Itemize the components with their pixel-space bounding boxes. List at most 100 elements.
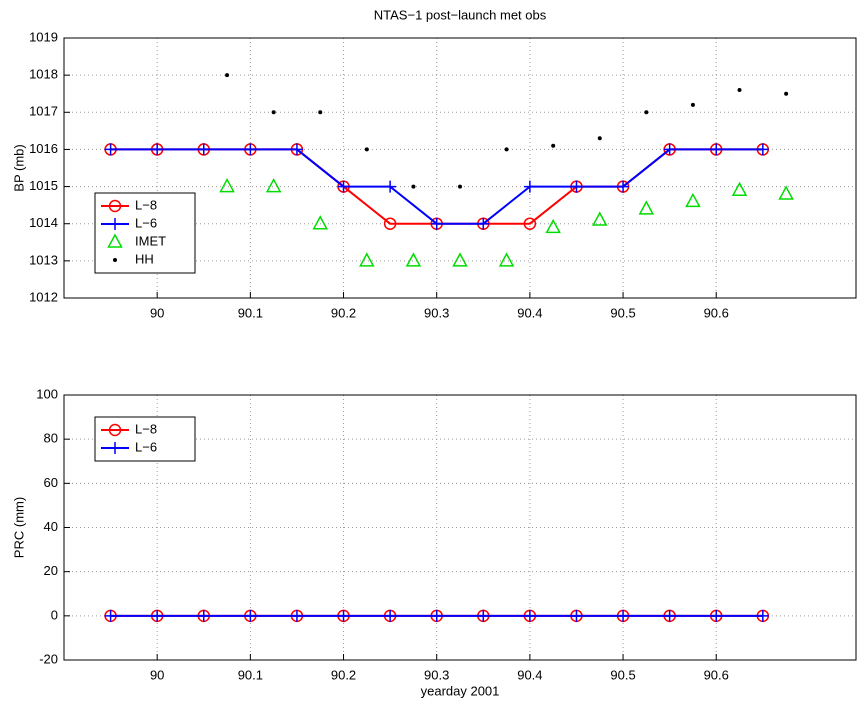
y-tick-label: 100 <box>36 386 58 401</box>
y-tick-label: 0 <box>51 607 58 622</box>
marker <box>731 181 748 197</box>
marker <box>570 180 583 193</box>
chart-title: NTAS−1 post−launch met obs <box>374 7 547 22</box>
y-tick-label: 40 <box>44 519 58 534</box>
marker <box>452 252 468 267</box>
legend-marker <box>109 218 121 230</box>
marker <box>197 143 210 156</box>
x-tick-label: 90.2 <box>331 667 356 682</box>
y-tick-label: -20 <box>39 651 58 666</box>
marker <box>523 609 536 622</box>
y-tick-label: 1014 <box>29 215 58 230</box>
marker <box>617 609 630 622</box>
legend-marker <box>107 233 123 248</box>
marker <box>271 110 276 115</box>
marker <box>104 143 117 156</box>
marker <box>597 136 602 141</box>
legend-marker <box>108 423 122 437</box>
y-tick-label: 1013 <box>29 252 58 267</box>
legend-label: L−8 <box>135 197 157 212</box>
marker <box>551 143 556 148</box>
x-tick-label: 90.3 <box>424 305 449 320</box>
legend-label: L−6 <box>135 439 157 454</box>
marker <box>151 609 164 622</box>
marker <box>151 143 164 156</box>
x-tick-label: 90.4 <box>517 667 542 682</box>
x-tick-label: 90.1 <box>238 305 263 320</box>
marker <box>592 211 608 226</box>
marker <box>197 609 210 622</box>
marker <box>104 609 117 622</box>
legend-label: HH <box>135 251 154 266</box>
marker <box>737 88 742 92</box>
marker <box>430 217 443 230</box>
marker <box>290 609 303 622</box>
marker <box>337 180 350 193</box>
marker <box>570 609 583 622</box>
y-tick-label: 1018 <box>29 67 58 82</box>
legend-marker <box>113 258 117 262</box>
legend-label: IMET <box>135 233 166 248</box>
y-tick-label: 1019 <box>29 29 58 44</box>
marker <box>617 180 630 193</box>
marker <box>778 185 794 200</box>
x-axis-label: yearday 2001 <box>421 683 500 698</box>
y-tick-label: 20 <box>44 563 58 578</box>
x-tick-label: 90.4 <box>517 305 542 320</box>
marker <box>244 143 257 156</box>
marker <box>710 143 723 156</box>
axes-box <box>63 37 857 299</box>
marker <box>690 102 695 107</box>
legend: L−8L−6 <box>94 416 196 462</box>
legend-box <box>94 416 196 462</box>
marker <box>219 177 235 193</box>
y-tick-label: 1016 <box>29 141 58 156</box>
x-tick-label: 90.5 <box>610 667 635 682</box>
legend: L−8 L−6 IMET HH <box>94 192 196 274</box>
x-tick-label: 90.2 <box>331 305 356 320</box>
marker <box>498 252 515 267</box>
marker <box>663 143 676 156</box>
marker <box>523 180 536 193</box>
marker <box>663 609 676 622</box>
legend-label: L−6 <box>135 215 157 230</box>
legend-marker <box>108 199 122 213</box>
y-axis-label: PRC (mm) <box>11 497 26 558</box>
marker <box>504 147 509 152</box>
marker <box>710 609 723 622</box>
marker <box>523 217 537 230</box>
x-tick-label: 90.3 <box>424 667 449 682</box>
marker <box>290 143 303 156</box>
y-tick-label: 1015 <box>29 178 58 193</box>
marker <box>430 609 443 622</box>
marker <box>477 609 490 622</box>
marker <box>244 609 257 622</box>
marker <box>685 192 701 208</box>
x-tick-label: 90.1 <box>238 667 263 682</box>
marker <box>756 609 769 622</box>
marker <box>545 218 561 234</box>
marker <box>384 180 397 193</box>
marker <box>312 215 328 230</box>
legend-marker <box>109 442 121 454</box>
marker <box>784 91 789 96</box>
marker <box>458 184 462 189</box>
y-tick-label: 1017 <box>29 104 58 119</box>
marker <box>405 252 422 267</box>
marker <box>756 143 769 156</box>
marker <box>644 110 649 115</box>
marker <box>638 200 655 215</box>
y-tick-label: 1012 <box>29 289 58 304</box>
legend-label: L−8 <box>135 421 157 436</box>
marker <box>364 147 369 152</box>
x-tick-label: 90.6 <box>704 305 729 320</box>
marker <box>477 217 490 230</box>
marker <box>384 609 397 622</box>
marker <box>411 184 416 189</box>
marker <box>265 177 282 193</box>
x-tick-label: 90 <box>150 305 164 320</box>
y-tick-label: 60 <box>44 475 58 490</box>
x-tick-label: 90.6 <box>704 667 729 682</box>
x-tick-label: 90.5 <box>610 305 635 320</box>
